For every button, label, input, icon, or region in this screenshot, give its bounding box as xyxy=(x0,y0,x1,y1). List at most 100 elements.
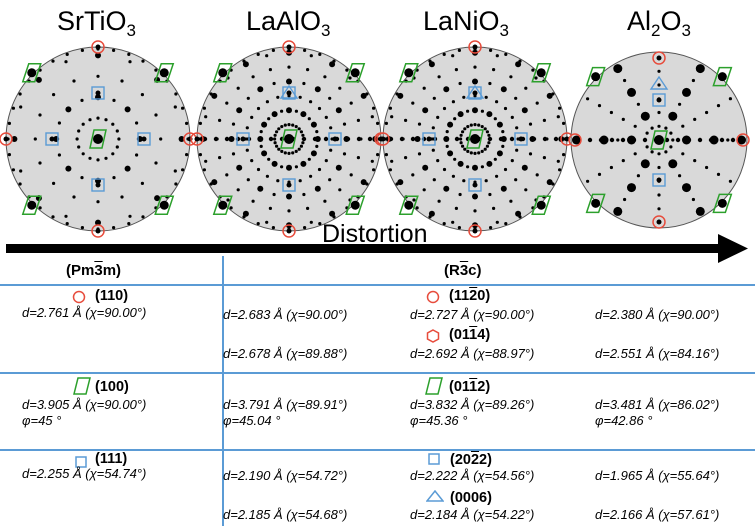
pole-dot xyxy=(81,122,85,126)
pole-dot xyxy=(515,126,519,130)
blue-square-icon xyxy=(514,132,528,146)
pole-rim-dot xyxy=(80,48,84,53)
pole-rim-dot xyxy=(388,106,392,110)
green-parallelogram-icon xyxy=(585,66,606,87)
red-circle-icon xyxy=(568,133,582,147)
pole-dot xyxy=(668,111,678,121)
green-parallelogram-icon xyxy=(280,129,298,149)
pole-dot xyxy=(633,152,637,156)
pole-dot xyxy=(521,107,528,114)
pole-dot xyxy=(135,153,139,157)
pole-dot xyxy=(294,109,298,113)
pole-dot xyxy=(335,107,342,114)
red-circle-icon xyxy=(468,40,482,54)
plane-label: (2022) xyxy=(450,452,492,468)
red-circle-icon xyxy=(736,133,750,147)
pole-dot xyxy=(300,111,307,118)
pole-dot xyxy=(462,95,466,99)
pole-dot xyxy=(95,228,101,234)
pole-dot xyxy=(404,156,408,160)
pole-dot xyxy=(640,111,650,121)
pole-dot xyxy=(411,173,415,177)
distortion-label: Distortion xyxy=(322,220,428,248)
red-circle-icon xyxy=(652,215,666,229)
pole-dot xyxy=(591,198,601,208)
pole-dot xyxy=(317,167,322,172)
pole-rim-dot xyxy=(141,59,145,63)
pole-dot xyxy=(112,98,116,102)
pole-dot xyxy=(312,136,318,142)
pole-rim-dot xyxy=(489,48,493,53)
pole-dot xyxy=(280,109,284,113)
pole-rim-dot xyxy=(202,106,206,110)
pole-dot xyxy=(621,117,625,121)
pole-dot xyxy=(576,137,582,143)
pole-dot xyxy=(75,137,79,141)
pole-dot xyxy=(240,136,246,142)
pole-dot xyxy=(472,78,478,85)
pole-dot xyxy=(225,173,229,177)
pole-dot xyxy=(360,92,367,99)
pole-dot xyxy=(80,176,84,180)
pole-dot xyxy=(488,81,492,86)
pole-dot xyxy=(480,109,484,113)
pole-rim-dot xyxy=(384,153,388,157)
pole-dot xyxy=(286,78,292,85)
blue-square-icon xyxy=(45,132,59,146)
pole-dot xyxy=(495,220,499,224)
pole-dot xyxy=(485,130,489,134)
pole-rim-dot xyxy=(384,121,388,125)
pole-dot xyxy=(443,136,449,142)
pole-dot xyxy=(287,209,291,213)
pole-dot xyxy=(488,192,492,197)
pole-dot xyxy=(462,179,466,183)
pole-dot xyxy=(515,61,522,68)
pole-dot xyxy=(310,121,317,128)
pole-rim-dot xyxy=(332,215,336,219)
pole-dot xyxy=(656,55,662,61)
pole-dot xyxy=(536,200,546,210)
pole-rim-dot xyxy=(198,153,202,157)
pole-dot xyxy=(280,149,284,153)
pole-dot xyxy=(49,136,55,142)
pole-dot xyxy=(287,151,291,155)
pole-dot xyxy=(500,86,507,93)
blue-triangle-icon xyxy=(649,75,669,90)
pole-dot xyxy=(271,111,278,118)
pole-dot xyxy=(251,199,255,203)
pole-dot xyxy=(453,117,457,121)
red-circle-icon xyxy=(72,290,86,304)
pole-rim-dot xyxy=(415,206,419,210)
header-laalo3: LaAlO3 xyxy=(246,6,331,40)
pole-dot xyxy=(251,75,255,79)
blue-square-icon xyxy=(91,86,105,100)
pole-rim-dot xyxy=(65,222,69,226)
d-spacing-value: d=2.727 Å (χ=90.00°) xyxy=(410,307,535,322)
pole-dot xyxy=(291,123,295,127)
pole-rim-dot xyxy=(141,215,145,219)
pole-dot xyxy=(728,179,733,183)
blue-square-icon xyxy=(652,93,666,107)
d-spacing-value: d=2.185 Å (χ=54.68°) xyxy=(223,507,348,522)
pole-dot xyxy=(140,93,144,97)
pole-rim-dot xyxy=(562,153,566,157)
d-spacing-value: d=2.184 Å (χ=54.22°) xyxy=(410,507,535,522)
pole-dot xyxy=(88,118,92,122)
pole-dot xyxy=(95,90,101,96)
red-circle-icon xyxy=(91,224,105,238)
pole-dot xyxy=(443,185,450,192)
pole-dot xyxy=(472,107,478,114)
pole-dot xyxy=(480,149,484,153)
pole-dot xyxy=(356,136,362,142)
pole-rim-dot xyxy=(185,153,189,157)
pole-rim-dot xyxy=(11,106,15,110)
pole-rim-dot xyxy=(181,168,185,172)
pole-dot xyxy=(65,106,72,113)
pole-dot xyxy=(442,167,447,172)
pole-rim-dot xyxy=(112,48,116,53)
pole-dot xyxy=(256,106,261,111)
pole-dot xyxy=(267,117,271,121)
red-circle-icon xyxy=(376,132,390,146)
pole-dot xyxy=(297,127,301,131)
pole-dot xyxy=(159,68,169,78)
